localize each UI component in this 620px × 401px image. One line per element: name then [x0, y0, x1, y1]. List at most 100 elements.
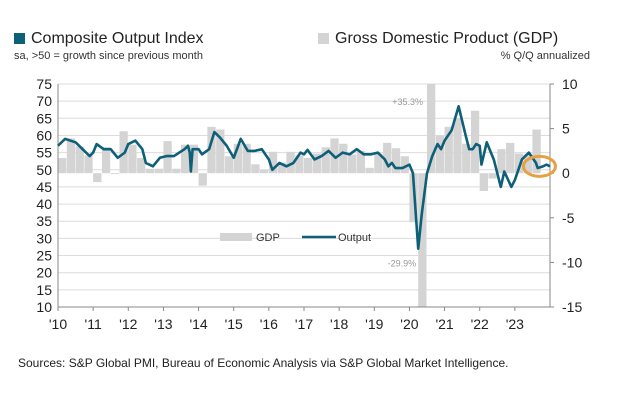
gdp-bar: [444, 126, 453, 174]
gdp-bar: [137, 158, 146, 174]
left-tick-label: 45: [36, 179, 52, 195]
x-tick-label: '20: [400, 316, 418, 332]
right-tick-label: 5: [562, 121, 570, 137]
left-tick-label: 40: [36, 196, 52, 212]
output-line: [57, 105, 551, 250]
x-tick-label: '18: [330, 316, 348, 332]
left-tick-label: 20: [36, 265, 52, 281]
gdp-bar: [181, 144, 190, 174]
x-tick-label: '14: [189, 316, 207, 332]
gdp-swatch: [318, 33, 329, 44]
gdp-bar: [312, 153, 322, 174]
gdp-bar: [93, 173, 102, 183]
gdp-bar: [347, 154, 357, 174]
x-tick-label: '15: [225, 316, 243, 332]
left-tick-label: 10: [36, 299, 52, 315]
right-tick-label: -10: [562, 254, 582, 270]
x-tick-label: '11: [85, 316, 102, 332]
gdp-bar: [154, 168, 163, 174]
left-tick-label: 35: [36, 213, 52, 229]
gdp-bar: [242, 143, 251, 174]
right-tick-label: 10: [562, 76, 578, 92]
legend-gdp-swatch: [220, 233, 252, 241]
x-tick-label: '16: [260, 316, 278, 332]
legend-gdp-label: GDP: [256, 232, 280, 244]
gdp-bar: [84, 155, 93, 174]
gdp-bar: [479, 173, 488, 192]
gdp-bar: [216, 129, 225, 174]
gdp-bar: [391, 148, 401, 174]
annotation-gdp-high: +35.3%: [392, 97, 423, 107]
gdp-bar: [514, 153, 524, 174]
gdp-bar: [356, 150, 365, 174]
gdp-bar: [470, 110, 480, 174]
output-swatch: [14, 33, 25, 44]
legend-output-label: Output: [338, 232, 371, 244]
x-tick-label: '12: [119, 316, 137, 332]
right-tick-label: 0: [562, 165, 570, 181]
output-title: Composite Output Index: [31, 30, 204, 47]
gdp-bar: [233, 143, 242, 174]
right-tick-label: -5: [562, 210, 575, 226]
gdp-bar: [532, 129, 541, 174]
gdp-bar: [418, 173, 427, 307]
gdp-bar: [435, 135, 445, 174]
gdp-bar: [321, 147, 330, 174]
gdp-bar: [374, 153, 383, 174]
gdp-bar: [286, 151, 295, 174]
gdp-legend-title: Gross Domestic Product (GDP): [318, 30, 558, 48]
left-tick-label: 15: [36, 282, 52, 298]
gdp-bar: [128, 144, 137, 174]
gdp-bar: [523, 154, 532, 174]
gdp-bar: [172, 168, 181, 174]
left-tick-label: 70: [36, 93, 52, 109]
x-tick-label: '23: [506, 316, 524, 332]
gdp-bar: [189, 144, 199, 174]
x-tick-label: '17: [295, 316, 313, 332]
x-tick-label: '19: [365, 316, 383, 332]
highlight-circle: [521, 154, 557, 178]
left-tick-label: 25: [36, 248, 52, 264]
gdp-bar: [497, 149, 506, 174]
gdp-bar: [427, 84, 436, 174]
gdp-bar: [75, 146, 84, 174]
gdp-bar: [506, 142, 515, 174]
gdp-bar: [383, 142, 392, 174]
gdp-bar: [365, 167, 374, 174]
gdp-bar: [339, 143, 348, 174]
left-tick-label: 75: [36, 76, 52, 92]
gdp-bar: [462, 143, 471, 174]
output-legend-title: Composite Output Index: [14, 30, 204, 48]
x-tick-label: '13: [154, 316, 172, 332]
gdp-bar: [277, 162, 286, 174]
left-tick-label: 55: [36, 145, 52, 161]
x-tick-label: '22: [471, 316, 489, 332]
x-tick-label: '21: [435, 316, 453, 332]
gdp-bar: [224, 156, 234, 174]
gdp-bar: [58, 158, 67, 174]
gdp-bar: [207, 126, 216, 174]
gdp-bar: [488, 173, 497, 179]
gdp-bar: [66, 138, 76, 174]
gdp-bar: [145, 168, 155, 174]
right-tick-label: -15: [562, 299, 582, 315]
left-tick-label: 30: [36, 230, 52, 246]
source-note: Sources: S&P Global PMI, Bureau of Econo…: [18, 356, 509, 370]
x-tick-label: '10: [49, 316, 67, 332]
gdp-bar: [453, 117, 462, 174]
left-tick-label: 50: [36, 162, 52, 178]
gdp-bar: [251, 164, 260, 174]
annotation-gdp-low: -29.9%: [388, 258, 417, 268]
gdp-subtitle: % Q/Q annualized: [500, 50, 590, 62]
left-tick-label: 65: [36, 110, 52, 126]
gdp-bar: [304, 158, 313, 174]
gdp-bar: [268, 151, 278, 174]
gdp-bar: [400, 156, 409, 174]
gdp-bar: [110, 173, 119, 175]
gdp-bar: [198, 173, 207, 186]
left-tick-label: 60: [36, 127, 52, 143]
gdp-bar: [260, 169, 269, 174]
output-subtitle: sa, >50 = growth since previous month: [14, 50, 203, 62]
gdp-bar: [295, 155, 304, 174]
